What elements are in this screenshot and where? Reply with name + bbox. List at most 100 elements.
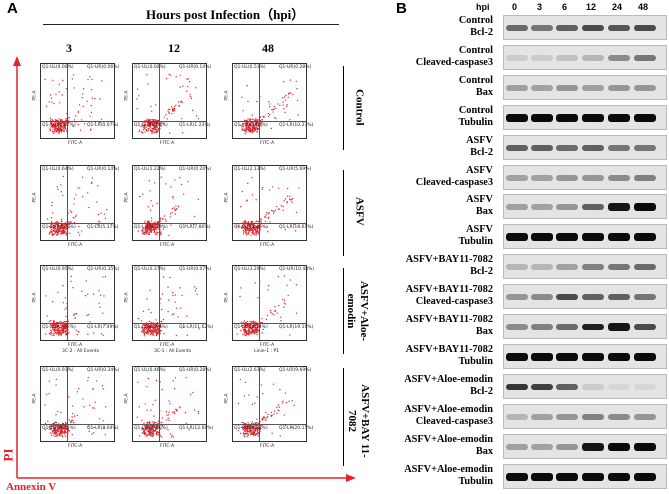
event-dot [143, 326, 146, 329]
event-dot [153, 182, 156, 184]
event-dot [289, 334, 291, 336]
event-dot [144, 332, 147, 334]
event-dot [64, 226, 67, 229]
event-dot [244, 381, 247, 384]
event-dot [180, 183, 183, 186]
event-dot [187, 85, 189, 88]
event-dot [60, 130, 62, 132]
event-dot [144, 403, 146, 405]
event-dot [156, 233, 158, 235]
event-dot [61, 121, 63, 124]
blot-band [634, 84, 656, 91]
x-channel-label: FITC-A [160, 343, 175, 348]
event-dot [155, 234, 157, 236]
event-dot [193, 215, 196, 218]
event-dot [251, 194, 254, 196]
event-dot [63, 227, 66, 230]
event-dot [69, 232, 71, 234]
event-dot [250, 327, 252, 329]
event-dot [59, 321, 61, 323]
panel-a-letter: A [7, 0, 18, 17]
event-dot [148, 431, 150, 434]
blot-band [556, 25, 578, 31]
event-dot [153, 429, 155, 432]
event-dot [173, 388, 176, 390]
event-dot [246, 435, 248, 438]
y-channel-label: PE-A [32, 90, 38, 101]
blot-band [608, 294, 630, 301]
event-dot [49, 117, 52, 120]
event-dot [156, 431, 159, 434]
quadrant-hline [233, 222, 306, 224]
blot-label: Control Bax [313, 75, 493, 99]
blot-band [556, 174, 578, 181]
event-dot [148, 221, 151, 224]
event-dot [240, 206, 242, 208]
event-dot [62, 224, 64, 226]
event-dot [247, 125, 249, 127]
event-dot [63, 122, 66, 124]
event-dot [291, 426, 294, 428]
event-dot [146, 74, 148, 76]
event-dot [175, 409, 178, 412]
event-dot [255, 118, 257, 120]
event-dot [160, 320, 162, 323]
event-dot [69, 210, 71, 212]
event-dot [56, 186, 59, 188]
event-dot [60, 329, 62, 332]
event-dot [48, 380, 51, 382]
event-dot [172, 436, 175, 438]
event-dot [151, 330, 153, 332]
event-dot [52, 126, 54, 129]
event-dot [87, 425, 90, 427]
event-dot [154, 325, 156, 328]
event-dot [53, 230, 55, 233]
event-dot [94, 401, 96, 403]
event-dot [149, 325, 151, 328]
event-dot [253, 119, 255, 121]
event-dot [276, 406, 278, 408]
event-dot [255, 433, 258, 436]
event-dot [153, 330, 155, 332]
event-dot [45, 333, 47, 335]
event-dot [154, 119, 157, 121]
blot-band [634, 174, 656, 181]
event-dot [257, 325, 260, 328]
event-dot [256, 229, 259, 231]
event-dot [95, 380, 98, 382]
event-dot [52, 131, 55, 133]
event-dot [260, 221, 262, 223]
blot-band [506, 294, 528, 301]
event-dot [195, 115, 198, 117]
event-dot [77, 187, 79, 189]
event-dot [171, 434, 173, 437]
blot-strip [503, 433, 667, 459]
event-dot [155, 379, 158, 382]
event-dot [55, 93, 57, 96]
blot-band [531, 204, 553, 211]
event-dot [49, 333, 51, 336]
timepoint-label: 12 [168, 41, 180, 55]
quadrant-vline [67, 367, 69, 441]
event-dot [145, 126, 147, 129]
event-dot [45, 295, 47, 297]
event-dot [154, 232, 157, 234]
event-dot [162, 228, 165, 230]
event-dot [156, 428, 158, 430]
event-dot [251, 131, 253, 134]
event-dot [62, 129, 64, 131]
event-dot [48, 225, 50, 228]
event-dot [147, 125, 149, 127]
event-dot [74, 317, 76, 319]
event-dot [171, 313, 174, 316]
event-dot [52, 227, 55, 229]
event-dot [77, 112, 79, 114]
blot-band [582, 25, 604, 31]
event-dot [252, 429, 254, 431]
event-dot [187, 180, 189, 183]
event-dot [286, 187, 289, 190]
event-dot [282, 206, 284, 208]
event-dot [251, 220, 253, 223]
event-dot [99, 221, 101, 223]
event-dot [167, 110, 169, 112]
